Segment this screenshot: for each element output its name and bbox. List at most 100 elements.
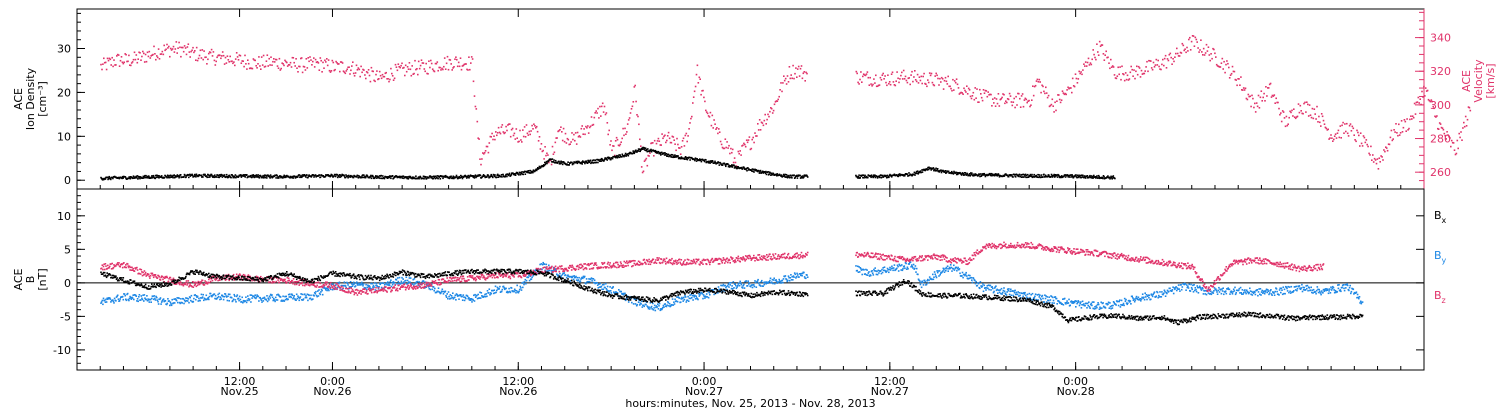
velocity-point — [459, 57, 462, 59]
velocity-point — [729, 152, 731, 155]
density-point — [554, 162, 556, 164]
velocity-point — [626, 123, 629, 125]
velocity-point — [607, 133, 609, 136]
by-point — [119, 298, 121, 300]
by-point — [208, 298, 210, 301]
by-point — [701, 292, 703, 294]
by-point — [222, 295, 224, 298]
by-point — [942, 267, 945, 270]
density-point — [671, 154, 674, 156]
velocity-point — [754, 132, 756, 134]
velocity-point — [1273, 94, 1276, 96]
by-point — [376, 285, 378, 287]
by-point — [965, 271, 967, 274]
by-point — [221, 294, 224, 297]
by-point — [532, 274, 535, 277]
by-point — [507, 291, 510, 293]
velocity-point — [1276, 101, 1278, 104]
by-point — [159, 298, 161, 301]
velocity-point — [1322, 119, 1325, 122]
density-point — [436, 175, 439, 177]
density-point — [648, 150, 651, 153]
velocity-point — [1410, 115, 1412, 117]
density-point — [670, 156, 672, 158]
by-point — [859, 267, 862, 269]
velocity-point — [683, 145, 686, 147]
by-point — [299, 297, 301, 299]
by-point — [1169, 287, 1171, 290]
by-point — [478, 297, 481, 299]
by-point — [753, 285, 756, 288]
density-point — [568, 164, 570, 166]
velocity-point — [532, 128, 534, 130]
velocity-point — [561, 139, 564, 142]
velocity-point — [1439, 123, 1442, 125]
velocity-point — [373, 79, 375, 82]
velocity-point — [190, 50, 192, 53]
density-point — [491, 175, 494, 178]
velocity-point — [1405, 130, 1407, 132]
density-point — [392, 177, 395, 180]
velocity-point — [1366, 143, 1368, 146]
by-point — [528, 279, 531, 282]
density-point — [635, 149, 637, 152]
velocity-point — [1310, 116, 1313, 119]
by-point — [1040, 298, 1042, 301]
density-point — [543, 164, 546, 167]
velocity-point — [1416, 101, 1419, 103]
velocity-point — [1071, 91, 1073, 94]
velocity-point — [1093, 53, 1095, 56]
velocity-point — [456, 65, 459, 68]
by-point — [921, 280, 923, 283]
velocity-point — [393, 77, 396, 80]
velocity-point — [379, 74, 382, 77]
velocity-point — [343, 71, 346, 73]
density-point — [718, 162, 720, 164]
density-point — [981, 174, 984, 176]
by-point — [193, 297, 195, 300]
density-point — [1101, 176, 1104, 179]
by-point — [341, 288, 344, 290]
velocity-point — [1258, 107, 1261, 109]
velocity-point — [1019, 106, 1022, 108]
velocity-point — [1002, 93, 1004, 95]
density-point — [971, 172, 973, 174]
velocity-point — [1463, 121, 1465, 124]
density-point — [995, 174, 997, 177]
by-point — [622, 293, 625, 296]
by-point — [912, 267, 914, 269]
by-point — [1151, 295, 1154, 298]
by-point — [738, 282, 740, 285]
velocity-point — [124, 53, 126, 55]
velocity-point — [530, 130, 532, 132]
density-point — [1023, 176, 1025, 178]
density-point — [953, 170, 955, 173]
by-point — [723, 285, 725, 287]
by-point — [528, 274, 530, 277]
velocity-point — [892, 81, 895, 83]
velocity-point — [599, 105, 601, 108]
velocity-point — [1241, 89, 1244, 91]
density-point — [211, 176, 214, 178]
density-point — [1094, 176, 1097, 178]
velocity-point — [620, 141, 622, 143]
by-point — [910, 266, 912, 268]
density-point — [551, 158, 554, 160]
density-point — [101, 179, 104, 181]
velocity-point — [919, 79, 922, 82]
velocity-point — [1263, 92, 1265, 95]
velocity-point — [503, 132, 505, 135]
by-point — [236, 294, 239, 296]
density-point — [737, 166, 740, 168]
density-point — [887, 175, 890, 178]
velocity-point — [1307, 115, 1310, 117]
velocity-point — [1384, 150, 1386, 153]
velocity-point — [572, 138, 574, 141]
velocity-point — [1376, 158, 1379, 160]
density-point — [501, 176, 503, 178]
velocity-point — [1215, 56, 1217, 58]
by-point — [697, 298, 699, 301]
velocity-point — [874, 82, 876, 84]
by-point — [234, 295, 236, 297]
velocity-point — [1087, 57, 1090, 60]
